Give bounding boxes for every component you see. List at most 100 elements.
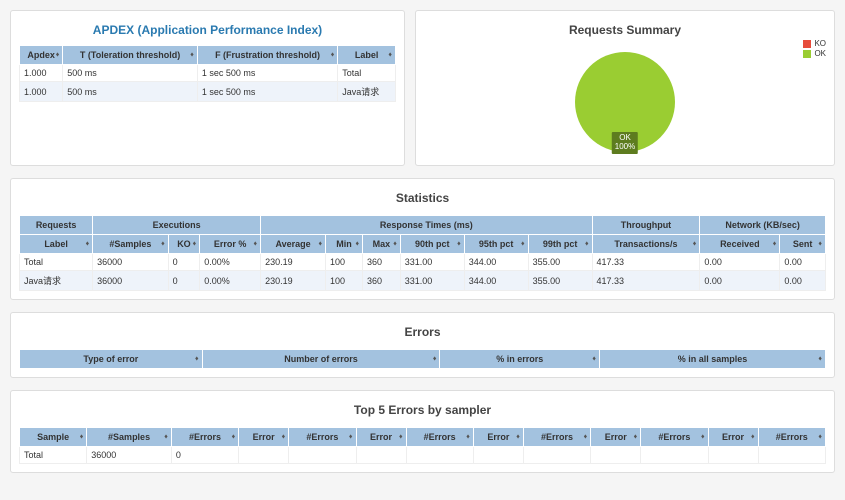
sort-icon[interactable]: ♦ <box>193 241 197 248</box>
sort-icon[interactable]: ♦ <box>634 434 638 441</box>
column-label: Number of errors <box>284 354 358 364</box>
table-cell: 100 <box>326 254 363 271</box>
column-header[interactable]: #Errors♦ <box>171 428 238 447</box>
sort-icon[interactable]: ♦ <box>701 434 705 441</box>
column-header[interactable]: 90th pct♦ <box>400 235 464 254</box>
sort-icon[interactable]: ♦ <box>56 52 60 59</box>
column-header[interactable]: Apdex♦ <box>20 46 63 65</box>
group-header: Response Times (ms) <box>261 216 592 235</box>
table-cell: Java请求 <box>20 271 93 291</box>
column-header[interactable]: #Errors♦ <box>406 428 473 447</box>
sort-icon[interactable]: ♦ <box>585 241 589 248</box>
table-row: Java请求3600000.00%230.19100360331.00344.0… <box>20 271 826 291</box>
column-header[interactable]: #Errors ♦ <box>289 428 356 447</box>
sort-icon[interactable]: ♦ <box>466 434 470 441</box>
column-header[interactable]: Max♦ <box>363 235 401 254</box>
requests-summary-panel: Requests Summary KOOK OK 100% <box>415 10 835 166</box>
sort-icon[interactable]: ♦ <box>521 241 525 248</box>
sort-icon[interactable]: ♦ <box>388 52 392 59</box>
sort-icon[interactable]: ♦ <box>80 434 84 441</box>
column-header[interactable]: Label♦ <box>338 46 396 65</box>
table-cell: Total <box>20 447 87 464</box>
apdex-title: APDEX (Application Performance Index) <box>19 19 396 45</box>
sort-icon[interactable]: ♦ <box>232 434 236 441</box>
column-header[interactable]: Min♦ <box>326 235 363 254</box>
sort-icon[interactable]: ♦ <box>393 241 397 248</box>
column-header[interactable]: % in all samples♦ <box>599 350 825 369</box>
table-cell: 360 <box>363 254 401 271</box>
sort-icon[interactable]: ♦ <box>399 434 403 441</box>
sort-icon[interactable]: ♦ <box>331 52 335 59</box>
column-header[interactable]: Average♦ <box>261 235 326 254</box>
errors-title: Errors <box>19 321 826 349</box>
column-label: #Errors <box>306 432 338 442</box>
column-header[interactable]: Error♦ <box>356 428 406 447</box>
sort-icon[interactable]: ♦ <box>161 241 165 248</box>
column-header[interactable]: 95th pct♦ <box>464 235 528 254</box>
column-header[interactable]: Transactions/s♦ <box>592 235 700 254</box>
table-cell: 1.000 <box>20 82 63 102</box>
sort-icon[interactable]: ♦ <box>282 434 286 441</box>
sort-icon[interactable]: ♦ <box>773 241 777 248</box>
column-header[interactable]: KO♦ <box>168 235 200 254</box>
sort-icon[interactable]: ♦ <box>86 241 90 248</box>
table-cell <box>406 447 473 464</box>
table-cell: 0.00% <box>200 254 261 271</box>
column-header[interactable]: Number of errors ♦ <box>202 350 440 369</box>
column-label: T (Toleration threshold) <box>80 50 180 60</box>
column-label: Error <box>605 432 627 442</box>
column-header[interactable]: #Errors♦ <box>523 428 590 447</box>
column-header[interactable]: Sample♦ <box>20 428 87 447</box>
column-header[interactable]: Error♦ <box>473 428 523 447</box>
sort-icon[interactable]: ♦ <box>818 356 822 363</box>
sort-icon[interactable]: ♦ <box>355 241 359 248</box>
sort-icon[interactable]: ♦ <box>349 434 353 441</box>
column-header[interactable]: #Errors♦ <box>641 428 708 447</box>
column-header[interactable]: #Samples♦ <box>87 428 172 447</box>
column-header[interactable]: Error %♦ <box>200 235 261 254</box>
table-cell: 360 <box>363 271 401 291</box>
column-header[interactable]: % in errors♦ <box>440 350 600 369</box>
top5-table: Sample♦#Samples♦#Errors♦Error♦#Errors♦Er… <box>19 427 826 464</box>
table-cell: 0.00 <box>700 254 780 271</box>
table-cell <box>289 447 356 464</box>
sort-icon[interactable]: ♦ <box>818 241 822 248</box>
table-cell: 36000 <box>93 271 169 291</box>
column-label: Error <box>253 432 275 442</box>
table-cell: 1.000 <box>20 65 63 82</box>
sort-icon[interactable]: ♦ <box>818 434 822 441</box>
column-header[interactable]: 99th pct♦ <box>528 235 592 254</box>
column-header[interactable]: T (Toleration threshold) ♦ <box>63 46 198 65</box>
column-header[interactable]: Sent♦ <box>780 235 826 254</box>
column-header[interactable]: Label♦ <box>20 235 93 254</box>
column-header[interactable]: #Samples♦ <box>93 235 169 254</box>
column-header[interactable]: #Errors♦ <box>758 428 825 447</box>
sort-icon[interactable]: ♦ <box>190 52 194 59</box>
column-label: Type of error <box>83 354 138 364</box>
sort-icon[interactable]: ♦ <box>195 356 199 363</box>
column-header[interactable]: Received♦ <box>700 235 780 254</box>
column-header[interactable]: Error ♦ <box>591 428 641 447</box>
sort-icon[interactable]: ♦ <box>751 434 755 441</box>
table-cell: 0 <box>171 447 238 464</box>
column-header[interactable]: Error♦ <box>708 428 758 447</box>
sort-icon[interactable]: ♦ <box>592 356 596 363</box>
table-cell: Java请求 <box>338 82 396 102</box>
sort-icon[interactable]: ♦ <box>584 434 588 441</box>
column-header[interactable]: Type of error ♦ <box>20 350 203 369</box>
column-header[interactable]: Error ♦ <box>239 428 289 447</box>
sort-icon[interactable]: ♦ <box>516 434 520 441</box>
sort-icon[interactable]: ♦ <box>433 356 437 363</box>
sort-icon[interactable]: ♦ <box>318 241 322 248</box>
sort-icon[interactable]: ♦ <box>693 241 697 248</box>
sort-icon[interactable]: ♦ <box>253 241 257 248</box>
column-header[interactable]: F (Frustration threshold)♦ <box>197 46 337 65</box>
statistics-section: Statistics RequestsExecutionsResponse Ti… <box>10 178 835 300</box>
sort-icon[interactable]: ♦ <box>164 434 168 441</box>
group-header: Throughput <box>592 216 700 235</box>
table-cell: 355.00 <box>528 254 592 271</box>
table-cell: 230.19 <box>261 254 326 271</box>
group-header: Executions <box>93 216 261 235</box>
sort-icon[interactable]: ♦ <box>457 241 461 248</box>
table-cell <box>641 447 708 464</box>
